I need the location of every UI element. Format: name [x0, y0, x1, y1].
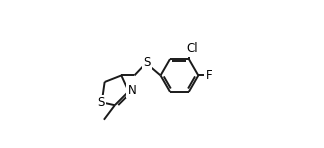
Text: Cl: Cl — [186, 42, 198, 56]
Text: F: F — [206, 69, 213, 82]
Text: S: S — [97, 96, 105, 109]
Text: S: S — [143, 56, 150, 69]
Text: N: N — [127, 84, 136, 97]
